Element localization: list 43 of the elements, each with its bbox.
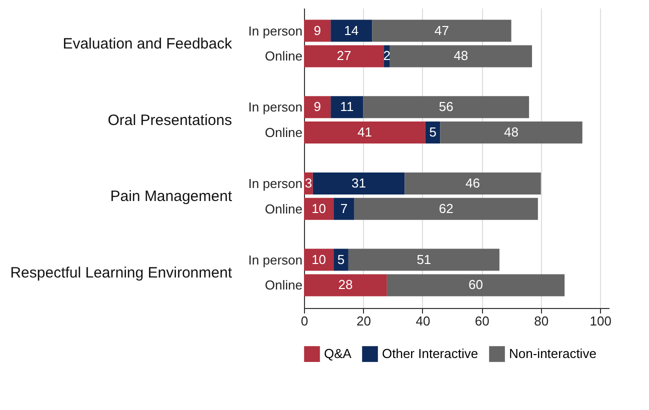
data-label: 60 (468, 277, 483, 292)
data-label: 48 (504, 124, 519, 140)
y-tick-label: In person (248, 176, 302, 191)
legend-label: Q&A (324, 346, 352, 362)
text: Evaluation and Feedback (62, 36, 232, 53)
data-label: 31 (352, 175, 366, 190)
data-label: 7 (340, 200, 348, 216)
data-label: 47 (434, 22, 449, 38)
y-tick-label: In person (248, 252, 302, 268)
y-tick-label: In person (248, 23, 302, 38)
data-label: 27 (336, 48, 352, 64)
data-label: 56 (438, 99, 454, 114)
x-tick-label: 0 (300, 314, 308, 328)
y-tick-label: Online (264, 201, 302, 216)
y-tick-label: Online (264, 278, 302, 293)
data-label: 48 (454, 48, 468, 64)
data-label: 9 (314, 22, 321, 38)
data-label: 9 (314, 99, 321, 114)
text: Pain Management (110, 188, 233, 206)
data-label: 46 (466, 175, 480, 190)
data-label: 28 (338, 277, 353, 292)
data-label: 51 (416, 252, 432, 267)
legend-label: Non-interactive (509, 346, 596, 362)
data-label: 62 (438, 200, 454, 216)
text: Respectful Learning Environment (10, 264, 233, 282)
data-label: 41 (357, 124, 372, 140)
data-label: 5 (337, 252, 345, 267)
legend-label: Other Interactive (382, 346, 478, 362)
data-label: 14 (344, 22, 359, 38)
y-tick-label: Online (264, 125, 302, 140)
data-label: 10 (312, 252, 326, 267)
x-tick-label: 60 (474, 314, 490, 328)
data-label: 3 (304, 175, 312, 190)
data-label: 5 (429, 124, 436, 140)
y-tick-label: Online (264, 48, 302, 64)
text: Oral Presentations (108, 112, 232, 129)
data-label: 11 (340, 99, 354, 114)
x-tick-label: 40 (416, 314, 430, 328)
x-tick-label: 20 (356, 314, 371, 328)
data-label: 10 (312, 200, 326, 216)
x-tick-label: 80 (534, 314, 549, 328)
y-tick-label: In person (248, 100, 302, 115)
x-tick-label: 100 (590, 314, 612, 328)
